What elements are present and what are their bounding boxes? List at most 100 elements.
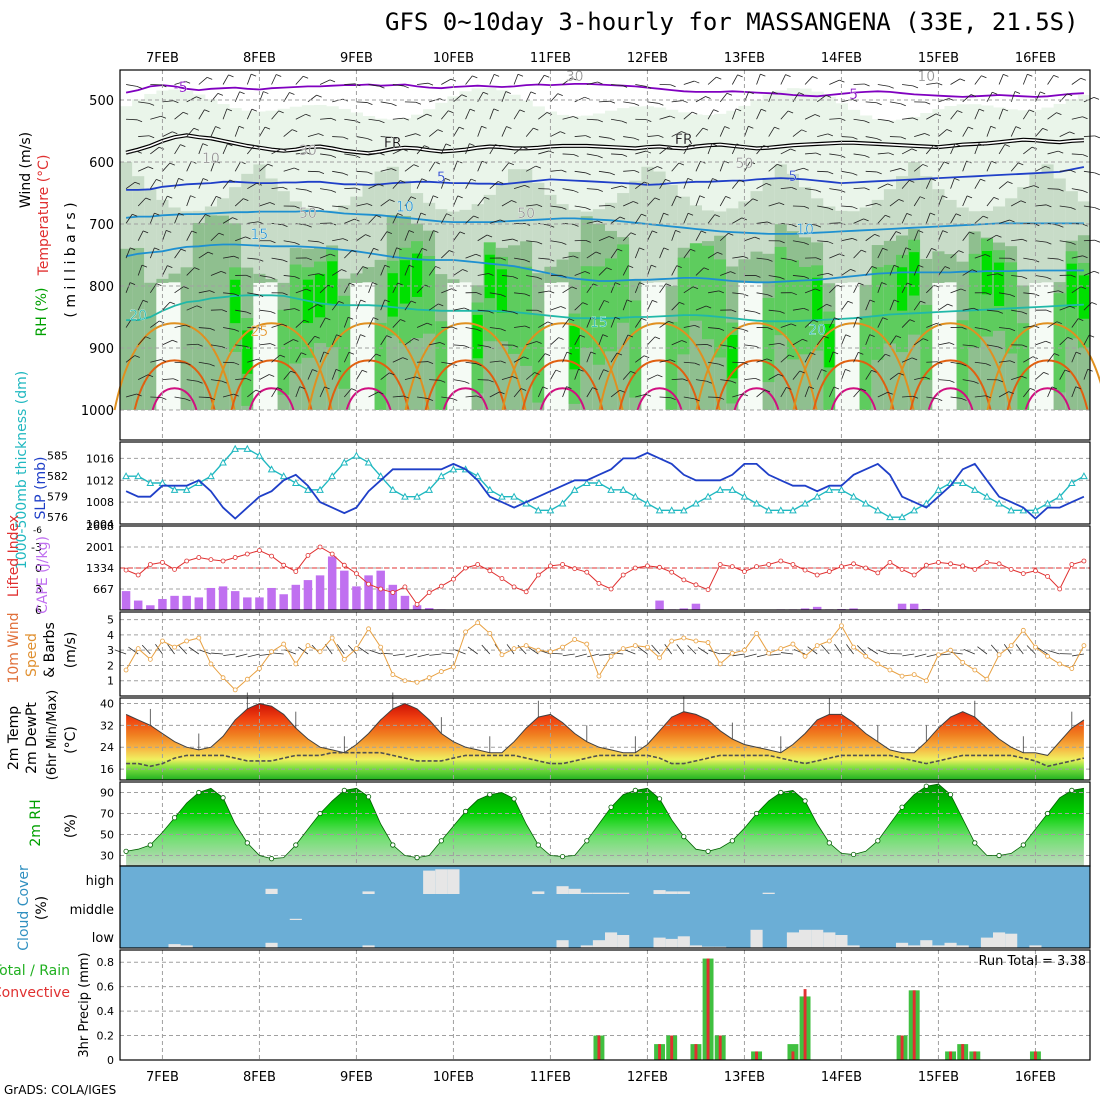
wind-speed-point <box>317 649 323 655</box>
wind-barb-flag <box>245 345 252 349</box>
cape-tick-label: 2668 <box>86 520 114 533</box>
wind-barb-flag <box>408 264 415 268</box>
wind-barb-flag <box>924 133 930 136</box>
wind-barb-flag <box>1007 181 1013 185</box>
precip-tick-label: 0.4 <box>97 1005 115 1018</box>
wind-barb-flag <box>314 335 320 339</box>
wind-barb <box>732 256 744 259</box>
wind-barb <box>974 327 986 330</box>
warm-isotherm <box>327 359 410 411</box>
cloud-cover-bar <box>920 940 933 948</box>
wind-barb-flag <box>424 284 430 288</box>
wind-barb <box>429 653 442 656</box>
wind-barb-flag <box>524 185 530 188</box>
wind-barb-flag <box>670 397 676 401</box>
wind-barb-flag <box>779 276 785 280</box>
wind-barb-flag <box>1009 219 1015 223</box>
wind-barb-flag <box>397 282 403 286</box>
wind-barb <box>926 82 938 85</box>
wind-barb-flag <box>325 317 331 321</box>
wind-speed-point <box>887 667 893 673</box>
wind-barb-flag <box>306 257 312 261</box>
wind-barb-flag <box>681 131 687 134</box>
wind-barb <box>271 257 283 261</box>
wind-barb <box>416 178 423 189</box>
thickness-point <box>267 465 276 473</box>
wind-barb <box>162 339 173 346</box>
wind-barb-flag <box>142 299 149 303</box>
wind-barb-flag <box>895 335 902 339</box>
wind-barb <box>611 84 623 86</box>
slp-thickness-panel <box>120 442 1090 525</box>
wind-barb <box>428 230 434 241</box>
precip-panel <box>120 950 1090 1061</box>
wind-barb-flag <box>290 370 296 374</box>
wind-barb-flag <box>1094 207 1100 211</box>
wind-barb <box>481 644 491 655</box>
wind-barb <box>695 230 702 241</box>
wind-barb-flag <box>400 319 406 322</box>
lifted-index-point <box>645 563 650 569</box>
wind-barb-flag <box>1094 239 1100 243</box>
wind-barb <box>671 265 678 276</box>
wind-barb-flag <box>522 146 528 150</box>
wind-barb-flag <box>214 160 220 164</box>
wind-barb-flag <box>379 85 385 89</box>
lifted-index-point <box>281 562 287 568</box>
wind-barb <box>950 396 962 399</box>
wind-barb-flag <box>269 374 275 377</box>
wind-barb-flag <box>885 353 891 357</box>
wind-barb <box>247 358 258 363</box>
wind-barb-flag <box>568 318 575 322</box>
wind-barb <box>841 238 853 242</box>
wind-barb-flag <box>736 143 742 147</box>
precip-tick-label: 0.6 <box>97 981 115 994</box>
wind-barb <box>695 195 701 207</box>
wind-barb-flag <box>426 322 433 326</box>
rh-shading-green <box>374 322 388 410</box>
wind-barb <box>938 98 950 103</box>
cloud-cover-bar <box>289 918 302 920</box>
wind-barb <box>610 389 620 398</box>
wind-barb-flag <box>546 112 553 115</box>
wind-barb-flag <box>597 155 603 159</box>
wind-barb-flag <box>791 323 797 327</box>
wind-barb-flag <box>462 269 468 272</box>
wind-speed-point <box>402 678 408 684</box>
wind-barb-flag <box>699 195 705 199</box>
lifted-index-point <box>899 567 905 572</box>
wind-barb <box>1047 75 1054 85</box>
wind-barb-flag <box>898 199 904 202</box>
precip-legend-convective: Convective <box>0 985 70 1001</box>
wind-barb-flag <box>167 265 173 268</box>
wind-barb <box>707 143 713 155</box>
wind-barb <box>647 197 656 207</box>
wind-barb <box>1023 185 1034 190</box>
rh-point <box>681 833 687 840</box>
wind-barb <box>417 361 429 363</box>
wind-barb <box>865 203 877 207</box>
rh-shading-green <box>580 266 594 348</box>
rh-shading-dark <box>204 215 218 410</box>
wind-barb <box>963 648 975 655</box>
wind-barb-flag <box>136 150 142 154</box>
wind-barb-flag <box>251 108 257 112</box>
wind-speed-point <box>596 673 602 679</box>
wind-barb <box>1010 200 1022 207</box>
wind-barb <box>380 652 393 655</box>
wind-barb-flag <box>512 376 518 379</box>
wind-barb <box>453 160 458 172</box>
wind-barb-flag <box>205 214 211 217</box>
wind-barb-flag <box>1070 242 1076 245</box>
rh-shading-green <box>968 253 982 348</box>
wind-barb <box>659 359 671 363</box>
wind-barb <box>332 98 343 103</box>
wind-speed-point <box>717 661 723 667</box>
wind-speed-point <box>1057 661 1063 667</box>
wind-barb <box>986 309 998 312</box>
wind-barb <box>805 152 817 155</box>
rh-dry-tower <box>1041 282 1055 410</box>
wind-tick-label: 1 <box>107 675 114 688</box>
wind-barb <box>962 126 969 137</box>
wind-barb <box>977 646 988 655</box>
